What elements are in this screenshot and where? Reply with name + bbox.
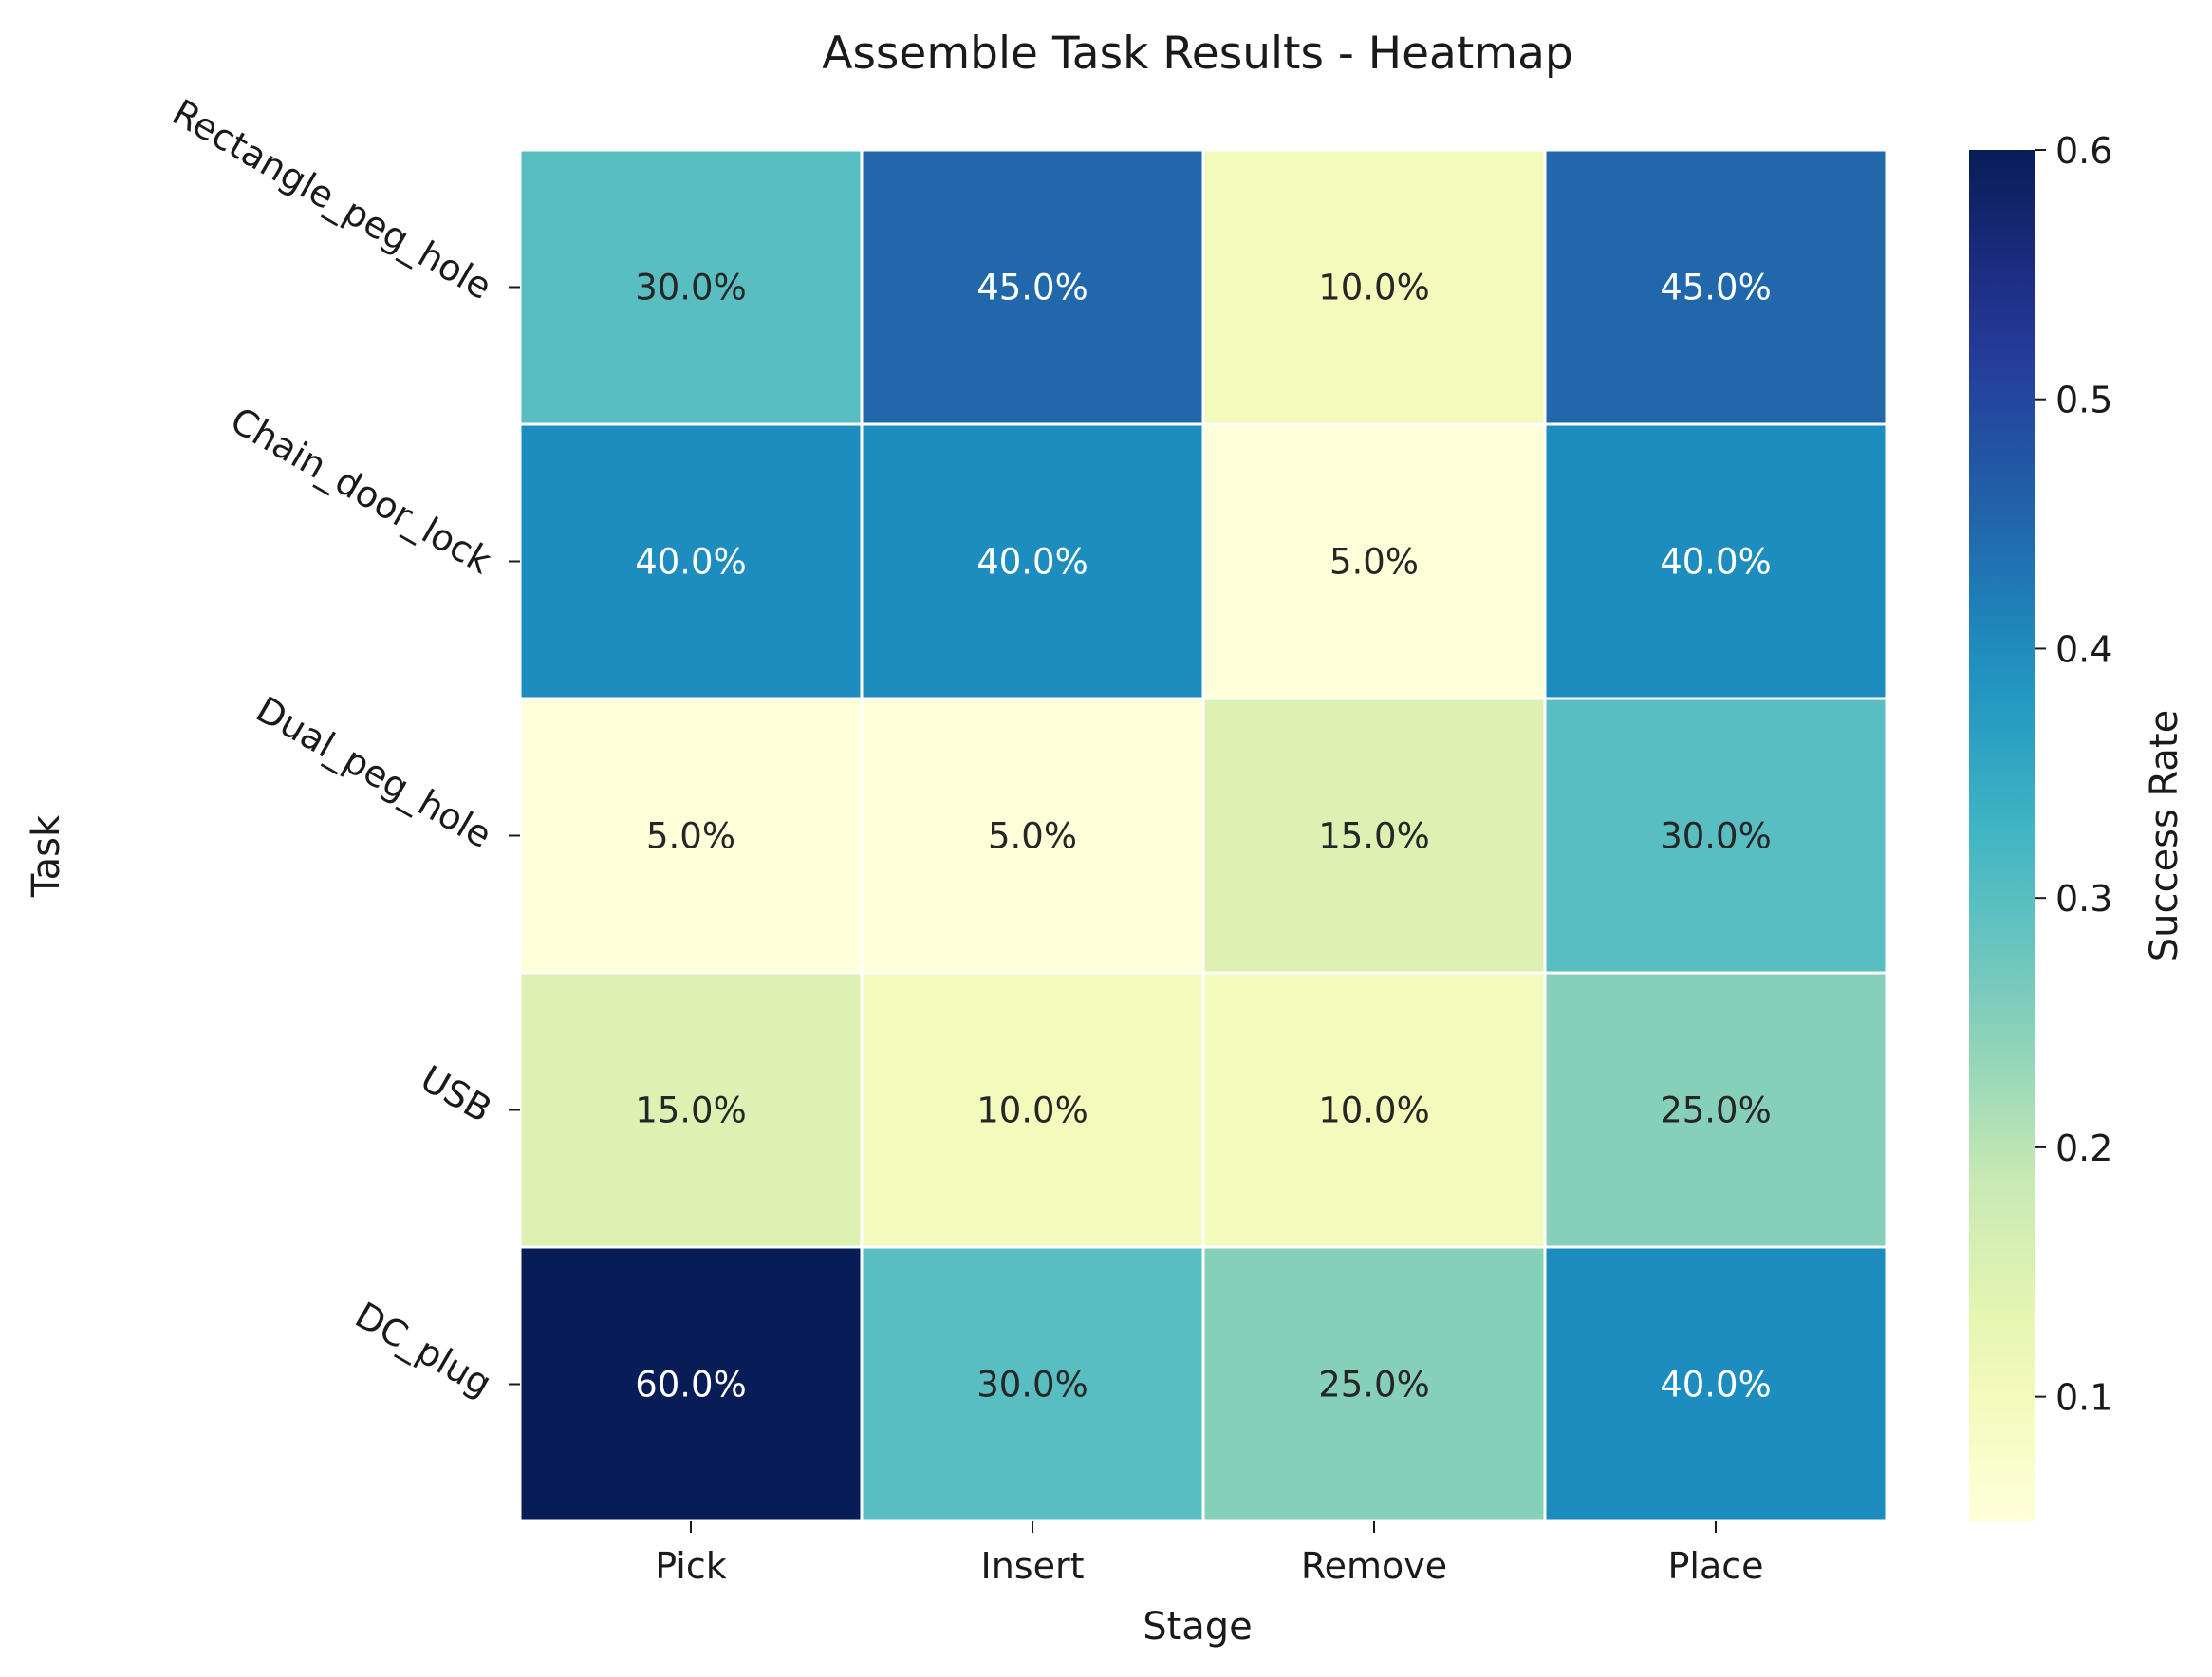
cell-value-label: 10.0%	[1318, 268, 1430, 308]
heatmap-cell	[1543, 422, 1888, 700]
x-axis-ticks: Pick Insert Remove Place	[655, 1521, 1764, 1587]
heatmap-cell	[860, 422, 1205, 700]
colorbar-tick-label: 0.6	[2055, 130, 2112, 172]
cell-value-label: 25.0%	[1318, 1365, 1430, 1406]
cell-value-label: 30.0%	[635, 268, 747, 308]
colorbar-tick-label: 0.4	[2055, 628, 2112, 670]
x-tick-label: Place	[1667, 1545, 1763, 1587]
cell-value-label: 5.0%	[988, 816, 1077, 857]
cell-value-label: 10.0%	[1318, 1090, 1430, 1131]
heatmap-cell	[518, 1245, 864, 1523]
heatmap-cell-labels: 30.0% 45.0% 10.0% 45.0% 40.0% 40.0% 5.0% 40.0% 5…	[635, 268, 1772, 1406]
cell-value-label: 45.0%	[1660, 268, 1772, 308]
cell-value-label: 45.0%	[976, 268, 1088, 308]
y-tick-label: Dual_peg_hole	[250, 688, 499, 856]
colorbar-tick-label: 0.2	[2055, 1127, 2112, 1169]
cell-value-label: 30.0%	[1660, 816, 1772, 857]
x-tick-label: Insert	[981, 1545, 1085, 1587]
heatmap-cell	[860, 148, 1205, 426]
y-tick-label: USB	[414, 1057, 499, 1130]
colorbar-tick-label: 0.3	[2055, 878, 2112, 920]
heatmap-cell	[860, 971, 1205, 1249]
x-tick-label: Remove	[1301, 1545, 1447, 1587]
cell-value-label: 5.0%	[646, 816, 735, 857]
cell-value-label: 5.0%	[1329, 542, 1419, 583]
heatmap-cell	[1201, 971, 1547, 1249]
cell-value-label: 60.0%	[635, 1365, 747, 1406]
y-tick-label: Chain_door_lock	[223, 399, 498, 582]
heatmap-cell	[1543, 148, 1888, 426]
x-axis-label: Stage	[1143, 1605, 1253, 1649]
y-tick-label: DC_plug	[348, 1294, 499, 1405]
x-tick-label: Pick	[655, 1545, 727, 1587]
y-tick-label: Rectangle_peg_hole	[165, 91, 498, 307]
heatmap-cell	[518, 971, 864, 1249]
heatmap-cell	[518, 422, 864, 700]
heatmap-cell	[860, 697, 1205, 975]
heatmap-cell	[1543, 1245, 1888, 1523]
cell-value-label: 15.0%	[1318, 816, 1430, 857]
cell-value-label: 40.0%	[1660, 542, 1772, 583]
colorbar: 0.1 0.2 0.3 0.4 0.5 0.6 Success Rate	[1969, 130, 2186, 1521]
chart-title: Assemble Task Results - Heatmap	[822, 28, 1572, 80]
cell-value-label: 40.0%	[1660, 1365, 1772, 1406]
heatmap-cells	[518, 148, 1888, 1523]
colorbar-tick-label: 0.1	[2055, 1377, 2112, 1419]
heatmap-cell	[518, 148, 864, 426]
heatmap-cell	[1543, 971, 1888, 1249]
colorbar-tick-label: 0.5	[2055, 380, 2112, 421]
cell-value-label: 25.0%	[1660, 1090, 1772, 1131]
heatmap-cell	[1201, 148, 1547, 426]
y-axis-ticks: Rectangle_peg_hole Chain_door_lock Dual_pe…	[165, 91, 520, 1405]
colorbar-label: Success Rate	[2143, 710, 2186, 961]
cell-value-label: 10.0%	[976, 1090, 1088, 1131]
cell-value-label: 30.0%	[976, 1365, 1088, 1406]
heatmap-cell	[1543, 697, 1888, 975]
y-axis-label: Task	[25, 814, 68, 898]
cell-value-label: 40.0%	[635, 542, 747, 583]
heatmap-cell	[1201, 1245, 1547, 1523]
cell-value-label: 40.0%	[976, 542, 1088, 583]
cell-value-label: 15.0%	[635, 1090, 747, 1131]
heatmap-cell	[860, 1245, 1205, 1523]
colorbar-gradient	[1969, 150, 2035, 1521]
